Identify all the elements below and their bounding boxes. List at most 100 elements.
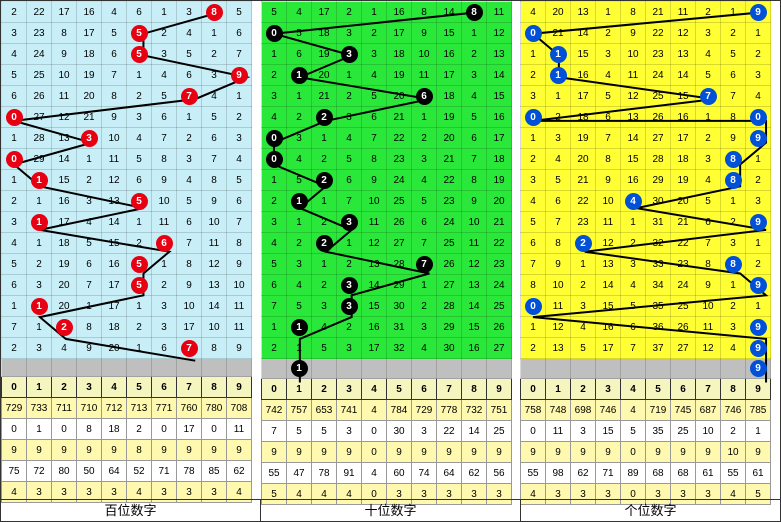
digit-header: 0 (2, 377, 27, 398)
stat-cell: 11 (546, 421, 571, 442)
cell: 4 (102, 2, 127, 23)
cell: 14 (487, 65, 512, 86)
stat-cell: 9 (696, 442, 721, 463)
cell: 10 (202, 212, 227, 233)
cell: 2 (127, 317, 152, 338)
ball: 6 (416, 88, 433, 105)
cell: 8 (546, 233, 571, 254)
cell: 6 (412, 212, 437, 233)
cell: 1 (287, 86, 312, 107)
cell: 7 (2, 317, 27, 338)
cell: 4 (77, 212, 102, 233)
digit-header: 8 (462, 379, 487, 400)
stat-cell: 784 (387, 400, 412, 421)
cell: 1 (127, 338, 152, 359)
ball: 2 (56, 319, 73, 336)
cell: 3 (177, 149, 202, 170)
cell: 26 (671, 317, 696, 338)
cell: 24 (27, 44, 52, 65)
cell: 1 (27, 191, 52, 212)
cell: 12 (621, 86, 646, 107)
cell: 15 (596, 296, 621, 317)
stat-cell: 68 (671, 463, 696, 484)
cell: 15 (671, 86, 696, 107)
cell: 8 (721, 149, 746, 170)
cell: 20 (546, 2, 571, 23)
cell: 3 (337, 23, 362, 44)
cell: 13 (202, 275, 227, 296)
cell: 2 (127, 233, 152, 254)
stat-cell: 745 (671, 400, 696, 421)
ball: 1 (291, 360, 308, 377)
cell: 2 (312, 233, 337, 254)
cell: 14 (571, 23, 596, 44)
cell: 1 (746, 296, 771, 317)
cell: 17 (177, 317, 202, 338)
cell: 11 (227, 317, 252, 338)
cell: 22 (27, 2, 52, 23)
cell: 2 (746, 44, 771, 65)
cell: 19 (312, 44, 337, 65)
stat-cell: 91 (337, 463, 362, 484)
cell: 9 (746, 2, 771, 23)
cell: 8 (462, 2, 487, 23)
cell: 12 (202, 254, 227, 275)
stat-cell: 15 (596, 421, 621, 442)
cell: 8 (721, 107, 746, 128)
cell: 26 (646, 107, 671, 128)
cell: 1 (546, 44, 571, 65)
stat-cell: 698 (571, 400, 596, 421)
cell: 2 (312, 212, 337, 233)
cell: 1 (2, 296, 27, 317)
cell: 22 (437, 170, 462, 191)
cell: 10 (152, 191, 177, 212)
cell: 7 (202, 149, 227, 170)
spacer-cell (262, 359, 287, 379)
cell: 7 (177, 86, 202, 107)
cell: 16 (387, 2, 412, 23)
cell: 32 (646, 233, 671, 254)
cell: 1 (287, 191, 312, 212)
spacer-cell (546, 359, 571, 379)
spacer-cell (152, 359, 177, 377)
cell: 12 (671, 23, 696, 44)
cell: 13 (671, 44, 696, 65)
stat-cell: 3 (571, 421, 596, 442)
cell: 9 (52, 44, 77, 65)
cell: 3 (362, 44, 387, 65)
digit-header: 6 (412, 379, 437, 400)
stat-cell: 61 (746, 463, 771, 484)
cell: 5 (177, 44, 202, 65)
spacer-cell (671, 359, 696, 379)
cell: 23 (387, 149, 412, 170)
cell: 6 (2, 275, 27, 296)
stat-cell: 72 (27, 461, 52, 482)
cell: 19 (437, 107, 462, 128)
cell: 2 (262, 338, 287, 359)
cell: 20 (77, 86, 102, 107)
ball: 6 (156, 235, 173, 252)
cell: 2 (2, 191, 27, 212)
cell: 11 (487, 2, 512, 23)
panel-tens: 5417211681481105183217915112161933181016… (261, 1, 521, 505)
cell: 4 (177, 23, 202, 44)
ball: 0 (525, 298, 542, 315)
stat-cell: 780 (202, 398, 227, 419)
stat-cell: 85 (202, 461, 227, 482)
cell: 25 (487, 296, 512, 317)
cell: 5 (127, 44, 152, 65)
stat-cell: 9 (521, 442, 546, 463)
spacer-cell (437, 359, 462, 379)
cell: 0 (521, 107, 546, 128)
cell: 15 (437, 23, 462, 44)
cell: 5 (202, 107, 227, 128)
spacer-cell (312, 359, 337, 379)
cell: 3 (696, 149, 721, 170)
stat-cell: 733 (27, 398, 52, 419)
cell: 3 (2, 212, 27, 233)
cell: 2 (721, 296, 746, 317)
digit-header: 3 (77, 377, 102, 398)
stat-cell: 758 (521, 400, 546, 421)
stat-cell: 78 (177, 461, 202, 482)
digit-header: 5 (127, 377, 152, 398)
